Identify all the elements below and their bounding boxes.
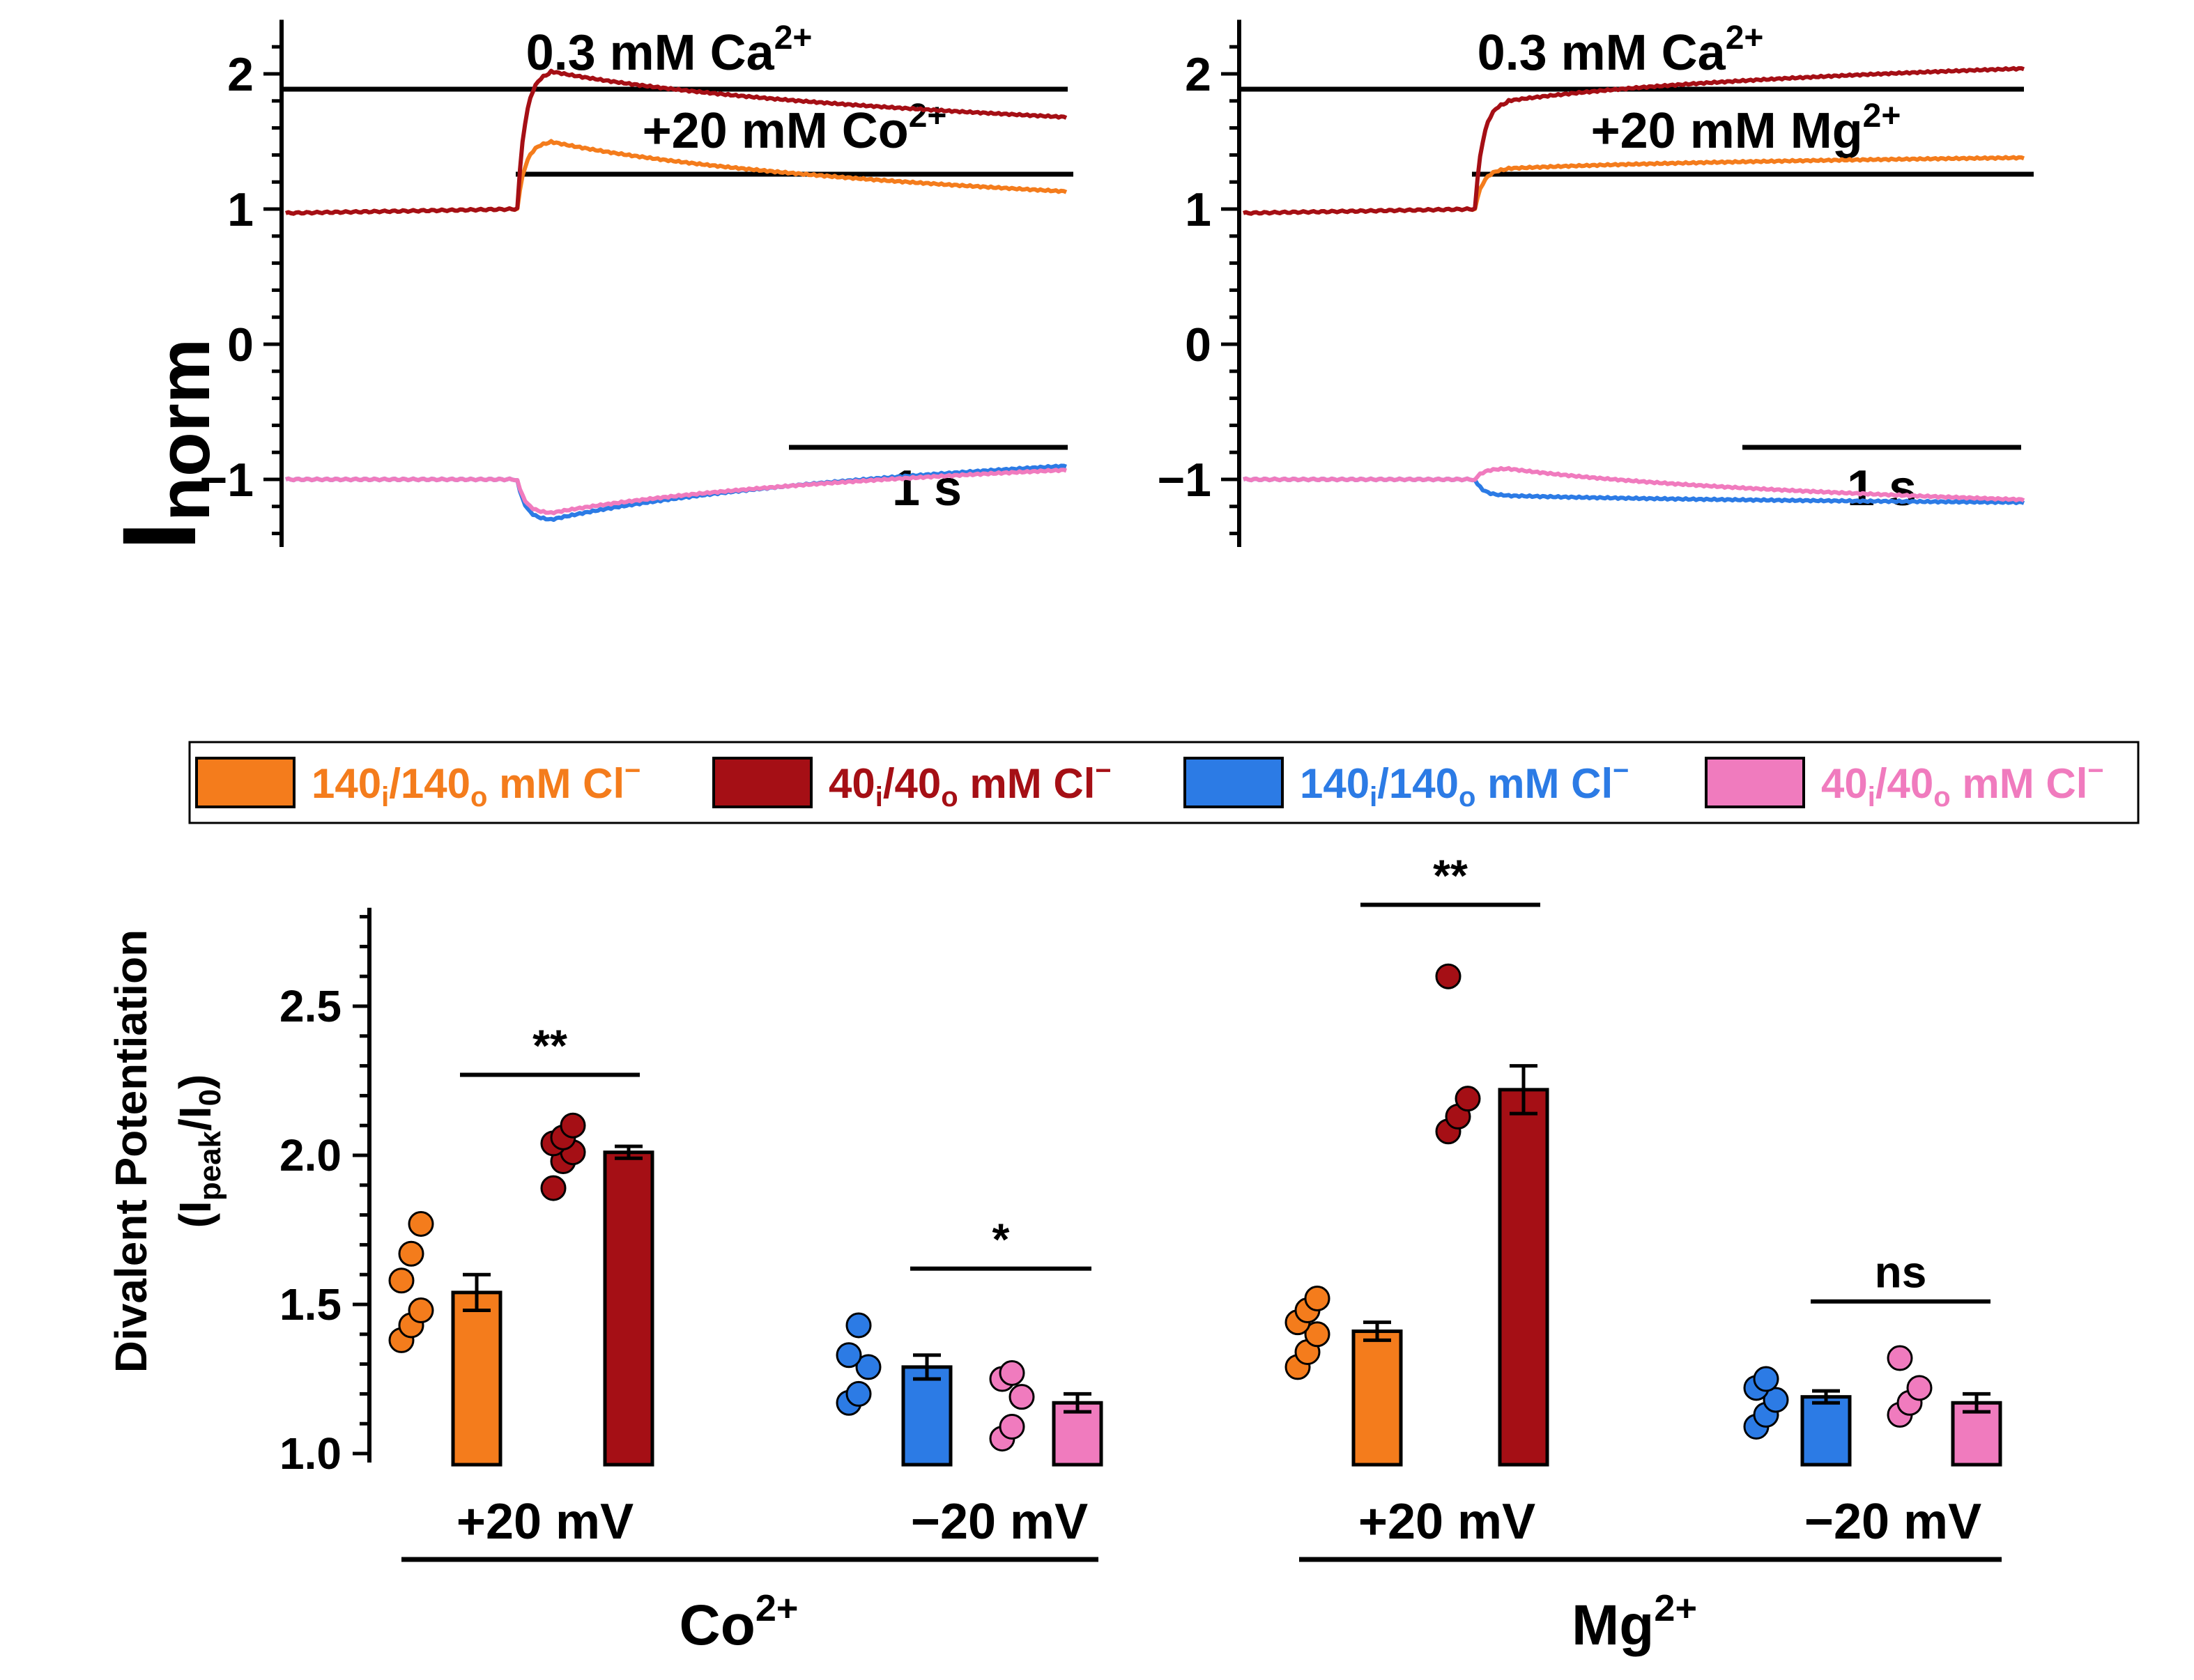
left-scale-label: 1 s <box>892 461 962 516</box>
bar-orange <box>1351 1330 1403 1467</box>
legend-label-pink: 40i/40o mM Cl− <box>1821 755 2104 812</box>
bar-y-tick-label: 2.5 <box>279 981 342 1031</box>
legend-swatch-blue <box>1183 757 1284 808</box>
legend-label-orange: 140i/140o mM Cl− <box>312 755 640 812</box>
left-y-tick-label: −1 <box>199 454 254 507</box>
ion-label-co: Co2+ <box>680 1587 799 1657</box>
voltage-label-co-pos: +20 mV <box>457 1494 634 1550</box>
right-second-label: +20 mM Mg2+ <box>1591 98 1901 159</box>
bar-y-tick-label: 1.5 <box>279 1279 342 1330</box>
data-point-orange <box>1304 1321 1330 1348</box>
data-point-pink <box>1008 1384 1035 1410</box>
right-trace-orange <box>1243 155 2025 216</box>
significance-label: ** <box>1433 850 1468 900</box>
data-point-orange <box>1304 1285 1330 1311</box>
data-point-orange <box>408 1297 434 1324</box>
data-point-pink <box>1887 1345 1913 1371</box>
right-top-label: 0.3 mM Ca2+ <box>1478 20 1764 81</box>
data-point-darkred <box>560 1112 586 1139</box>
right-y-tick-label: 0 <box>1185 318 1211 371</box>
legend: 140i/140o mM Cl− 40i/40o mM Cl− 140i/140o … <box>188 741 2140 824</box>
left-y-axis: 2 1 0 −1 <box>199 20 284 547</box>
legend-swatch-pink <box>1705 757 1805 808</box>
right-trace-darkred <box>1243 65 2025 216</box>
legend-frame <box>188 741 2140 824</box>
bar-y-tick-label: 1.0 <box>279 1428 342 1479</box>
bar-orange <box>451 1290 503 1467</box>
left-top-label: 0.3 mM Ca2+ <box>526 20 813 81</box>
right-trace-panel: 0.3 mM Ca2+ +20 mM Mg2+ 1 s 2 1 0 −1 <box>1157 20 2034 547</box>
bar-y-tick-label: 2.0 <box>279 1130 342 1180</box>
data-point-blue <box>836 1342 862 1369</box>
data-point-darkred <box>1435 963 1462 989</box>
legend-swatch-darkred <box>712 757 813 808</box>
right-y-tick-label: −1 <box>1157 454 1211 507</box>
data-point-blue <box>1753 1366 1779 1392</box>
right-traces <box>1243 65 2025 505</box>
data-point-blue <box>1763 1387 1789 1413</box>
bar-marks <box>388 963 2002 1467</box>
left-trace-panel: 0.3 mM Ca2+ +20 mM Co2+ 1 s 2 1 0 −1 <box>199 20 1073 547</box>
left-y-tick-label: 0 <box>227 318 254 371</box>
significance-label: * <box>992 1215 1010 1265</box>
left-y-tick-label: 1 <box>227 183 254 236</box>
bar-y-axis: 2.5 2.0 1.5 1.0 <box>279 907 371 1479</box>
right-y-tick-label: 1 <box>1185 183 1211 236</box>
right-scale-label: 1 s <box>1847 461 1917 516</box>
voltage-label-mg-neg: −20 mV <box>1804 1494 1981 1550</box>
data-point-darkred <box>540 1175 567 1201</box>
left-y-tick-label: 2 <box>227 48 254 101</box>
right-trace-pink <box>1243 465 2025 502</box>
data-point-blue <box>855 1354 882 1380</box>
right-y-tick-label: 2 <box>1185 48 1211 101</box>
data-point-orange <box>388 1267 415 1294</box>
bar-y-label-line2: (Ipeak/I0) <box>170 1074 227 1228</box>
left-second-label: +20 mM Co2+ <box>643 98 947 159</box>
data-point-pink <box>999 1359 1025 1386</box>
bar-blue <box>901 1365 953 1467</box>
data-point-orange <box>398 1240 424 1267</box>
bar-blue <box>1800 1395 1852 1467</box>
legend-swatch-orange <box>195 757 296 808</box>
data-point-orange <box>408 1210 434 1237</box>
significance-label: ns <box>1875 1247 1927 1297</box>
left-trace-darkred <box>285 68 1068 216</box>
bar-darkred <box>603 1150 654 1467</box>
voltage-label-co-neg: −20 mV <box>911 1494 1088 1550</box>
data-point-pink <box>999 1413 1025 1440</box>
data-point-blue <box>845 1380 872 1407</box>
left-trace-pink <box>285 468 1067 516</box>
legend-items: 140i/140o mM Cl− 40i/40o mM Cl− 140i/140o … <box>195 755 2104 812</box>
significance-label: ** <box>532 1020 567 1070</box>
significance-marks: *****ns <box>460 850 1990 1304</box>
legend-label-darkred: 40i/40o mM Cl− <box>829 755 1112 812</box>
bar-panel: Divalent Potentiation (Ipeak/I0) 2.5 2.0 1… <box>106 850 2002 1657</box>
data-point-darkred <box>1455 1086 1481 1112</box>
data-point-blue <box>845 1312 872 1339</box>
inorm-axis-label: Inorm <box>100 339 225 550</box>
ion-label-mg: Mg2+ <box>1572 1587 1697 1657</box>
left-traces <box>285 68 1068 522</box>
voltage-label-mg-pos: +20 mV <box>1358 1494 1535 1550</box>
bar-y-label-line1: Divalent Potentiation <box>106 930 156 1373</box>
data-point-pink <box>1906 1375 1933 1401</box>
right-y-axis: 2 1 0 −1 <box>1157 20 1241 547</box>
bar-darkred <box>1498 1088 1549 1467</box>
legend-label-blue: 140i/140o mM Cl− <box>1300 755 1629 812</box>
